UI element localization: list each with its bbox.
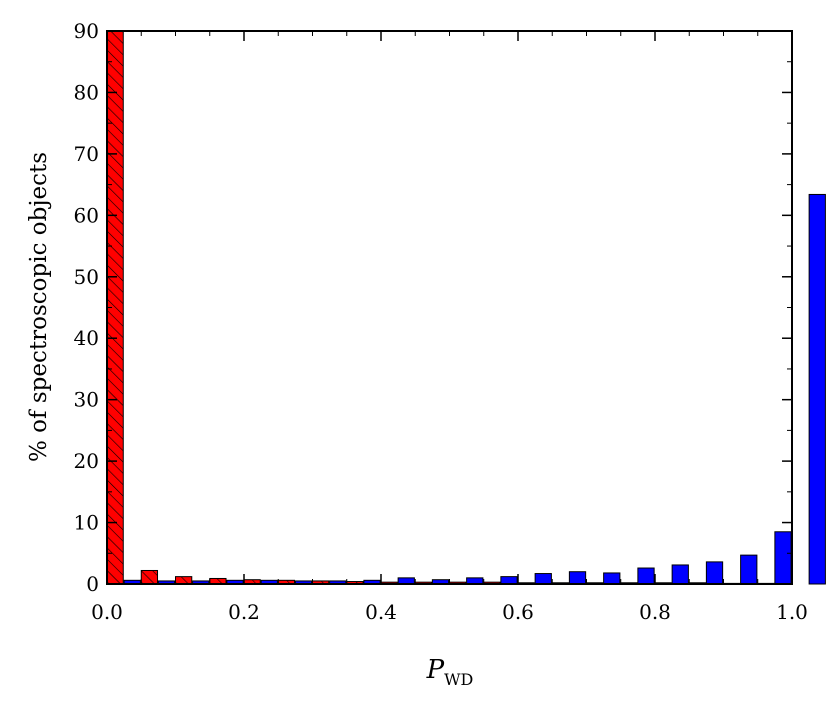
bar-hatch-series0-bin7 (346, 581, 364, 584)
bar-series1-bin14 (603, 572, 621, 585)
x-tick-label-2: 0.4 (365, 600, 397, 624)
bar-hatch-series0-bin5 (278, 580, 295, 584)
x-axis-label-main: P (426, 655, 445, 685)
y-tick-label-5: 50 (74, 265, 99, 289)
y-tick-label-8: 80 (74, 80, 99, 104)
bar-series1-bin15 (637, 567, 655, 585)
bar-hatch-series0-bin6 (312, 580, 329, 584)
bar-hatch-series0-bin3 (209, 578, 227, 584)
bar-series1-bin12 (534, 573, 552, 585)
y-tick-label-9: 90 (74, 19, 99, 43)
y-tick-label-0: 0 (86, 572, 99, 596)
y-tick-label-4: 40 (74, 326, 99, 350)
bar-series1-bin20 (808, 193, 826, 585)
x-axis-label: PWD (426, 655, 474, 689)
y-tick-label-2: 20 (74, 449, 99, 473)
y-tick-label-3: 30 (74, 388, 99, 412)
bar-series1-bin11 (500, 576, 518, 585)
ticks-group: 0.0 0.2 0.4 0.6 0.8 1.0 0 10 20 30 40 50 60 70 80 90 (74, 19, 808, 624)
bar-hatch-series0-bin0 (107, 31, 124, 584)
x-tick-label-4: 0.8 (639, 600, 671, 624)
bar-hatch-series0-bin4 (244, 579, 261, 584)
x-tick-label-3: 0.6 (502, 600, 534, 624)
y-tick-label-7: 70 (74, 142, 99, 166)
y-tick-label-1: 10 (74, 511, 99, 535)
bar-series1-bin17 (705, 561, 724, 585)
bar-series1-bin13 (568, 571, 587, 585)
plot-frame (106, 30, 793, 585)
x-tick-label-5: 1.0 (776, 600, 808, 624)
bar-series1-bin18 (740, 554, 758, 585)
y-tick-label-6: 60 (74, 203, 99, 227)
bar-series1-bin16 (671, 564, 689, 585)
y-axis-label: % of spectroscopic objects (26, 152, 52, 462)
bar-series1-bin19 (774, 531, 792, 585)
x-axis-label-sub: WD (444, 670, 473, 689)
bar-hatch-series0-bin2 (175, 576, 192, 584)
x-tick-label-0: 0.0 (91, 600, 123, 624)
bars-group (106, 30, 826, 585)
bar-hatch-series0-bin1 (141, 570, 158, 584)
x-tick-label-1: 0.2 (228, 600, 260, 624)
